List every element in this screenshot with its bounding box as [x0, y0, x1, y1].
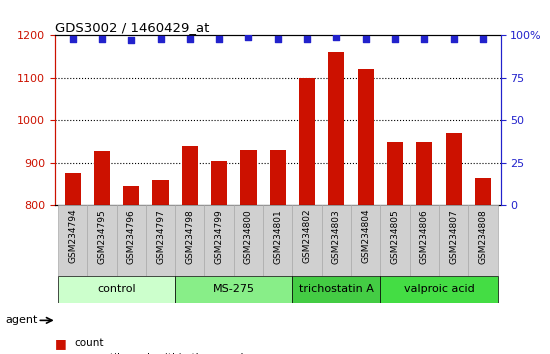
Text: MS-275: MS-275: [213, 284, 255, 295]
Bar: [328, 52, 344, 205]
Text: GSM234796: GSM234796: [126, 209, 136, 264]
Text: GSM234806: GSM234806: [420, 209, 429, 264]
Bar: [58, 276, 175, 303]
Point: [449, 36, 458, 42]
Point: [214, 36, 223, 42]
Bar: [58, 205, 87, 276]
Point: [68, 36, 77, 42]
Bar: [446, 133, 461, 205]
Bar: [123, 186, 139, 205]
Bar: [439, 205, 468, 276]
Bar: [211, 161, 227, 205]
Bar: [293, 276, 381, 303]
Text: GSM234797: GSM234797: [156, 209, 165, 264]
Point: [361, 36, 370, 42]
Text: percentile rank within the sample: percentile rank within the sample: [74, 353, 250, 354]
Bar: [358, 69, 374, 205]
Bar: [416, 142, 432, 205]
Bar: [152, 180, 168, 205]
Text: trichostatin A: trichostatin A: [299, 284, 374, 295]
Point: [390, 36, 399, 42]
Bar: [387, 142, 403, 205]
Text: ■: ■: [55, 351, 67, 354]
Bar: [175, 276, 293, 303]
Bar: [270, 150, 286, 205]
Bar: [146, 205, 175, 276]
Point: [332, 34, 341, 40]
Bar: [293, 205, 322, 276]
Point: [127, 38, 136, 43]
Bar: [299, 78, 315, 205]
Point: [244, 34, 253, 40]
Text: GSM234798: GSM234798: [185, 209, 194, 264]
Point: [302, 36, 311, 42]
Text: GSM234795: GSM234795: [97, 209, 106, 264]
Text: agent: agent: [6, 315, 38, 325]
Text: GSM234807: GSM234807: [449, 209, 458, 264]
Point: [185, 36, 194, 42]
Bar: [263, 205, 293, 276]
Point: [97, 36, 106, 42]
Text: GSM234799: GSM234799: [214, 209, 224, 264]
Bar: [381, 205, 410, 276]
Point: [478, 36, 487, 42]
Point: [273, 36, 282, 42]
Bar: [240, 150, 256, 205]
Bar: [205, 205, 234, 276]
Bar: [64, 173, 81, 205]
Text: GSM234804: GSM234804: [361, 209, 370, 263]
Text: control: control: [97, 284, 136, 295]
Text: GDS3002 / 1460429_at: GDS3002 / 1460429_at: [55, 21, 210, 34]
Bar: [94, 151, 110, 205]
Text: GSM234805: GSM234805: [390, 209, 399, 264]
Bar: [351, 205, 381, 276]
Bar: [117, 205, 146, 276]
Bar: [381, 276, 498, 303]
Text: GSM234794: GSM234794: [68, 209, 77, 263]
Text: ■: ■: [55, 337, 67, 350]
Bar: [410, 205, 439, 276]
Text: GSM234801: GSM234801: [273, 209, 282, 264]
Bar: [182, 146, 198, 205]
Bar: [475, 178, 491, 205]
Point: [420, 36, 428, 42]
Text: GSM234800: GSM234800: [244, 209, 253, 264]
Bar: [175, 205, 205, 276]
Point: [156, 36, 165, 42]
Text: GSM234802: GSM234802: [302, 209, 311, 263]
Text: count: count: [74, 338, 104, 348]
Text: valproic acid: valproic acid: [404, 284, 474, 295]
Text: GSM234808: GSM234808: [478, 209, 487, 264]
Bar: [234, 205, 263, 276]
Text: GSM234803: GSM234803: [332, 209, 341, 264]
Bar: [322, 205, 351, 276]
Bar: [87, 205, 117, 276]
Bar: [468, 205, 498, 276]
